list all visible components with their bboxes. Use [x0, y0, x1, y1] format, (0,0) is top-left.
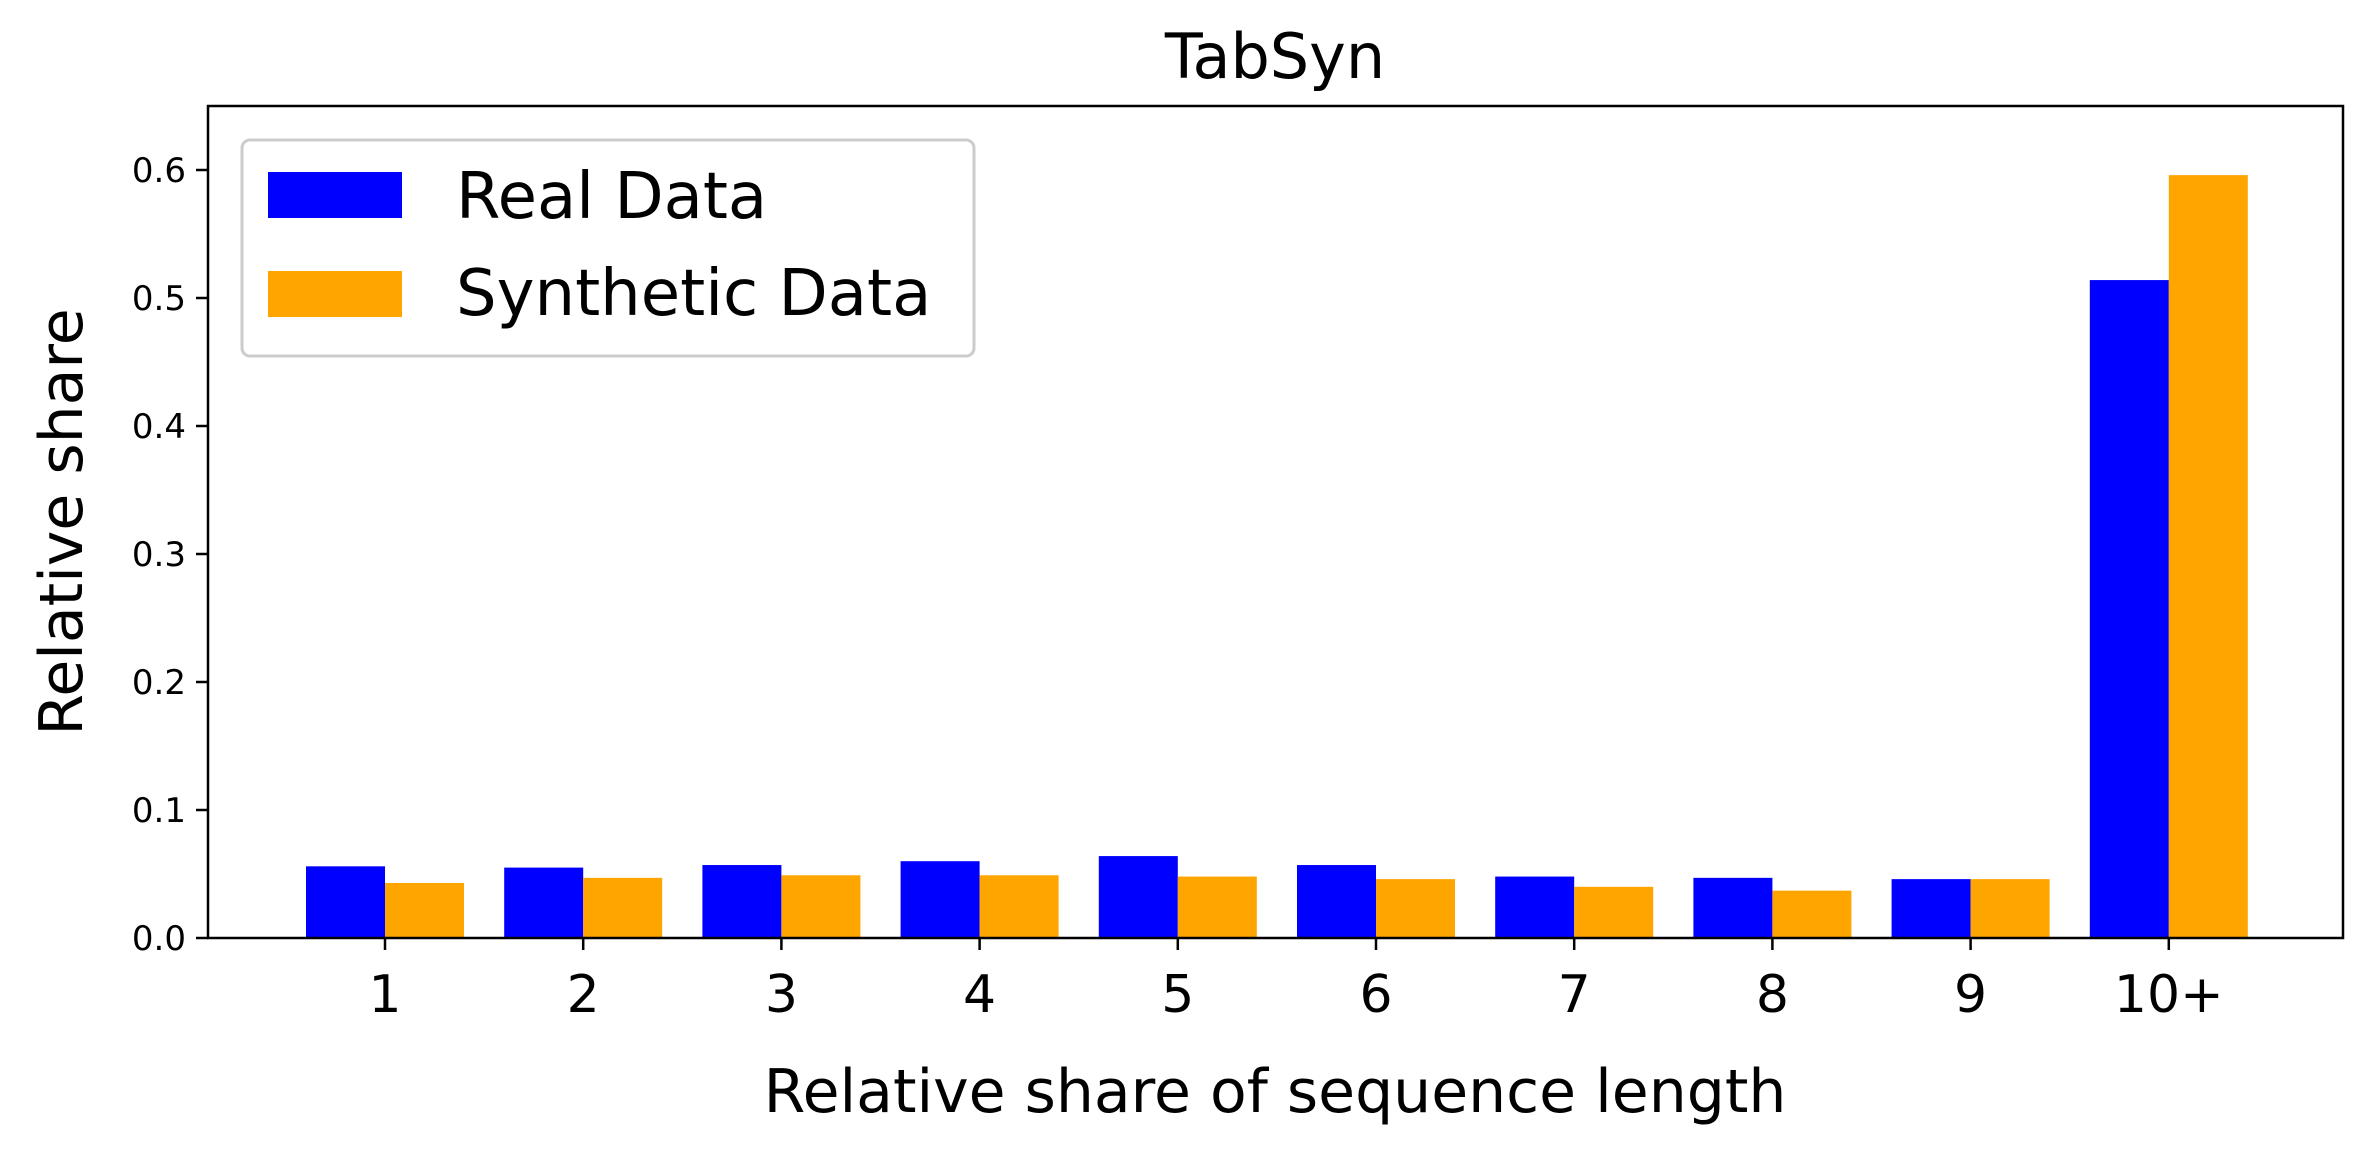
x-axis: 1 2 3 4 5 6 7 8 9 10+: [368, 938, 2224, 1025]
x-tick-label: 1: [368, 965, 401, 1025]
bar-synthetic-3: [781, 875, 861, 938]
bar-synthetic-6: [1376, 879, 1455, 938]
bar-synthetic-4: [979, 875, 1059, 938]
x-tick-label: 8: [1756, 965, 1789, 1025]
chart-title: TabSyn: [1164, 20, 1385, 93]
bar-synthetic-9: [1970, 879, 2050, 938]
bar-synthetic-7: [1574, 886, 1654, 938]
x-tick-label: 10+: [2114, 965, 2224, 1025]
legend-frame: [240, 138, 976, 358]
x-tick-label: 4: [963, 965, 996, 1025]
bar-synthetic-5: [1177, 876, 1257, 938]
x-axis-label: Relative share of sequence length: [764, 1057, 1787, 1127]
legend: Real Data Synthetic Data: [240, 138, 976, 358]
legend-swatch-synthetic-data: [268, 271, 402, 317]
y-tick-label: 0.3: [132, 535, 186, 575]
bars-group: [306, 175, 2248, 939]
y-tick-label: 0.0: [132, 919, 186, 959]
y-axis-label: Relative share: [27, 308, 97, 735]
bar-synthetic-1: [385, 882, 464, 938]
bar-real-5: [1098, 856, 1178, 938]
legend-label-real-data: Real Data: [456, 160, 767, 234]
x-tick-label: 5: [1161, 965, 1194, 1025]
y-tick-label: 0.1: [132, 791, 186, 831]
y-axis: 0.0 0.1 0.2 0.3 0.4 0.5 0.6: [132, 151, 208, 959]
plot-frame: [206, 104, 2345, 940]
bar-real-9: [1891, 879, 1971, 938]
bar-real-8: [1693, 877, 1773, 938]
bar-synthetic-8: [1772, 890, 1852, 938]
x-tick-label: 3: [765, 965, 798, 1025]
bar-synthetic-10+: [2168, 175, 2248, 938]
x-tick-label: 7: [1558, 965, 1591, 1025]
bar-real-10+: [2089, 280, 2169, 939]
bar-synthetic-2: [583, 877, 663, 938]
bar-real-3: [702, 865, 782, 938]
x-tick-label: 9: [1954, 965, 1987, 1025]
bar-real-4: [900, 861, 980, 938]
bar-real-6: [1297, 865, 1376, 938]
bar-real-1: [306, 866, 385, 938]
legend-label-synthetic-data: Synthetic Data: [456, 257, 931, 331]
x-tick-label: 2: [567, 965, 600, 1025]
y-tick-label: 0.6: [132, 151, 186, 191]
legend-swatch-real-data: [268, 172, 402, 218]
bar-real-2: [504, 867, 584, 938]
y-tick-label: 0.5: [132, 279, 186, 319]
x-tick-label: 6: [1359, 965, 1392, 1025]
y-tick-label: 0.4: [132, 407, 186, 447]
bar-real-7: [1495, 876, 1575, 938]
y-tick-label: 0.2: [132, 663, 186, 703]
